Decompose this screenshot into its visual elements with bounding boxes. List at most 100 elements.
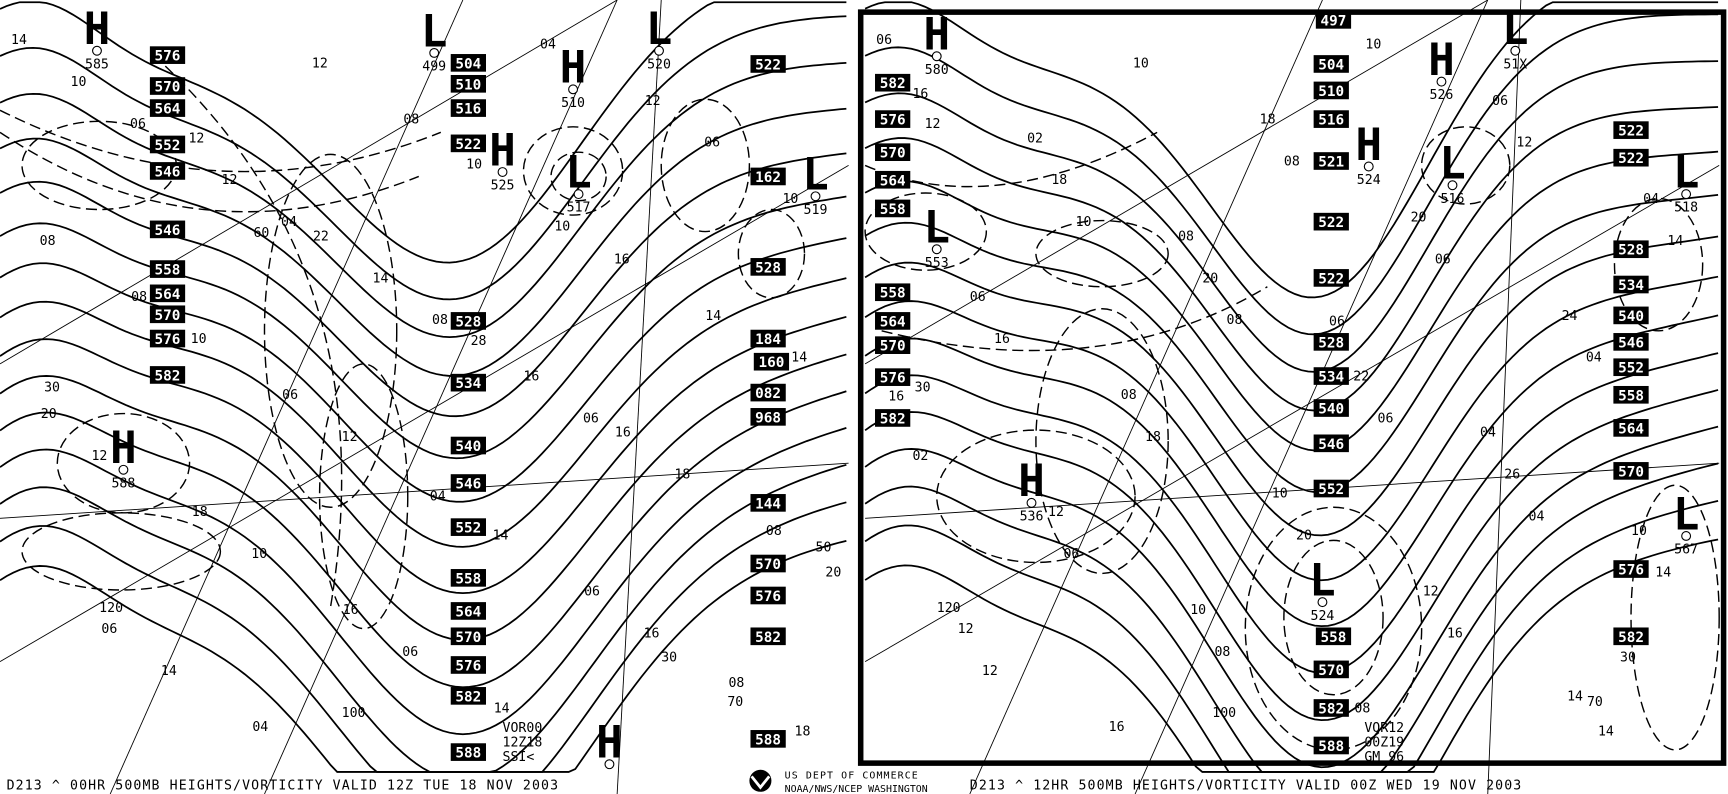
height-label: 504 — [450, 54, 486, 72]
center-value: 516 — [1441, 192, 1465, 207]
vorticity-label: 08 — [1214, 645, 1230, 660]
height-label: 184 — [750, 329, 786, 348]
height-value: 546 — [455, 477, 481, 493]
vorticity-label: 12 — [188, 131, 204, 146]
height-label: 546 — [450, 474, 486, 493]
center-value: 499 — [422, 60, 446, 75]
vorticity-label: 14 — [161, 664, 177, 679]
grid-line — [864, 165, 1720, 663]
height-label: 570 — [1613, 462, 1649, 480]
center-value: 553 — [925, 256, 949, 271]
height-label: 576 — [750, 586, 786, 605]
center-marker-icon — [118, 464, 129, 475]
vorticity-contour — [1630, 484, 1720, 751]
height-contour — [864, 193, 1719, 493]
right-stamp: VOR12 00Z19 GM 96 — [1364, 721, 1404, 765]
vorticity-label: 04 — [281, 215, 297, 230]
height-label: 558 — [149, 260, 186, 279]
stamp-line: 00Z19 — [1364, 736, 1404, 751]
vorticity-label: 14 — [705, 309, 721, 324]
height-value: 522 — [1318, 215, 1344, 231]
contour-label: 30 — [661, 651, 677, 666]
height-label: 522 — [750, 55, 786, 73]
vorticity-contour — [864, 192, 988, 271]
vorticity-label: 12 — [342, 430, 358, 445]
vorticity-label: 06 — [402, 645, 418, 660]
vorticity-label: 18 — [192, 505, 208, 520]
vorticity-label: 14 — [1567, 689, 1583, 704]
height-value: 504 — [1318, 57, 1344, 73]
height-label: 552 — [1313, 479, 1349, 498]
vorticity-label: 12 — [312, 56, 328, 71]
height-label: 528 — [750, 258, 786, 276]
contour-label: 120 — [937, 601, 961, 616]
height-value: 558 — [1618, 388, 1644, 404]
vorticity-label: 10 — [1076, 215, 1092, 230]
center-marker-icon — [497, 167, 508, 177]
height-label: 522 — [1313, 269, 1349, 287]
vorticity-label: 10 — [251, 547, 267, 562]
vorticity-label: 04 — [1643, 192, 1659, 207]
height-value: 522 — [1618, 124, 1644, 140]
vorticity-label: 10 — [1133, 56, 1149, 71]
vorticity-contour — [737, 208, 806, 299]
vorticity-label: 06 — [584, 584, 600, 599]
height-value: 522 — [755, 57, 781, 73]
height-value: 552 — [155, 138, 181, 154]
grid-line — [864, 0, 1488, 365]
height-contours — [0, 1, 1719, 773]
vorticity-label: 10 — [1190, 603, 1206, 618]
height-value: 558 — [1321, 630, 1347, 646]
height-label: 497 — [1315, 11, 1352, 29]
center-value: 536 — [1020, 510, 1044, 525]
height-label: 510 — [1313, 81, 1349, 100]
center-value: 567 — [1674, 543, 1698, 558]
height-label: 534 — [450, 373, 486, 392]
height-contour — [0, 1, 847, 264]
height-label: 588 — [750, 730, 786, 748]
height-label: 570 — [1313, 660, 1349, 679]
vorticity-label: 12 — [222, 173, 238, 188]
vorticity-label: 24 — [1562, 309, 1578, 324]
height-contour — [864, 1, 1719, 299]
vorticity-label: 02 — [1027, 131, 1043, 146]
height-label: 528 — [450, 312, 486, 330]
vorticity-label: 08 — [1284, 154, 1300, 169]
height-contour — [0, 195, 847, 460]
center-marker-icon — [1317, 597, 1328, 608]
vorticity-label: 28 — [471, 334, 487, 349]
vorticity-label: 16 — [994, 332, 1010, 347]
height-contour — [0, 427, 847, 736]
vorticity-label: 08 — [728, 676, 744, 691]
height-value: 564 — [455, 604, 481, 620]
vorticity-label: 08 — [432, 313, 448, 328]
vorticity-label: 04 — [1586, 351, 1602, 366]
height-label: 552 — [1613, 358, 1649, 377]
vorticity-contour — [1420, 126, 1511, 205]
height-label: 576 — [875, 368, 911, 387]
vorticity-label: 14 — [494, 701, 510, 716]
height-value: 546 — [1618, 335, 1644, 351]
height-value: 576 — [155, 49, 181, 65]
height-label: 564 — [149, 284, 186, 303]
right-panel-border — [857, 9, 1727, 766]
height-value: 570 — [1618, 464, 1644, 480]
left-panel-footer: D213 ^ 00HR 500MB HEIGHTS/VORTICITY VALI… — [7, 779, 560, 794]
height-value: 540 — [455, 439, 481, 455]
height-label: 528 — [1613, 240, 1649, 259]
height-label: 558 — [1613, 385, 1649, 404]
height-value: 528 — [1318, 335, 1344, 351]
vorticity-label: 16 — [523, 369, 539, 384]
center-marker-icon — [1436, 76, 1447, 87]
height-contour — [0, 277, 847, 548]
vorticity-label: 12 — [645, 94, 661, 109]
map-labels: 576 570 564 552 546 546 558 564 570 576 582 504 510 5… — [11, 4, 1700, 770]
height-label: 558 — [450, 569, 486, 587]
vorticity-contour — [164, 65, 343, 607]
height-label: 510 — [450, 74, 486, 93]
